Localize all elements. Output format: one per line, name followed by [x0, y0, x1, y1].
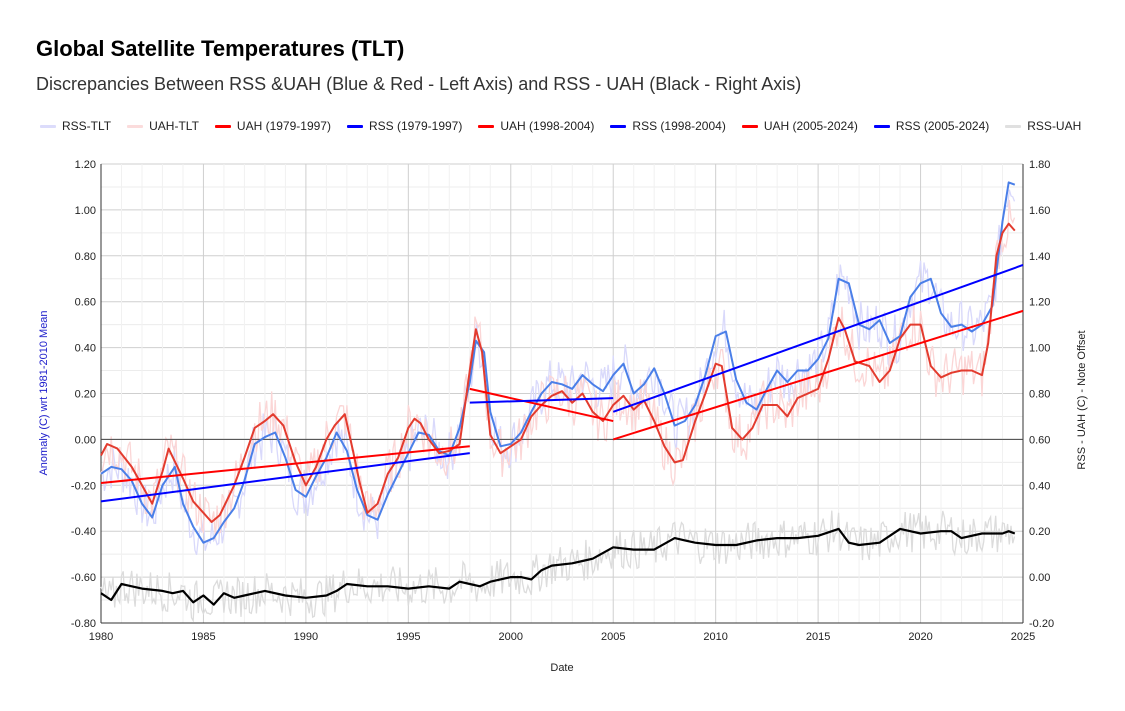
- x-axis-ticks: 1980 1985 1990 1995 2000 2005 2010 2015 2020 2025: [89, 631, 1035, 643]
- y-tick-label: -0.80: [71, 618, 96, 630]
- x-tick-label: 1985: [191, 631, 215, 643]
- y2-tick-label: 0.60: [1029, 434, 1050, 446]
- x-tick-label: 1990: [294, 631, 318, 643]
- y2-tick-label: 1.80: [1029, 159, 1050, 171]
- x-tick-label: 2000: [499, 631, 523, 643]
- x-tick-label: 2010: [703, 631, 727, 643]
- y2-tick-label: 0.00: [1029, 572, 1050, 584]
- x-axis-title: Date: [550, 662, 573, 674]
- right-axis-ticks: -0.20 0.00 0.20 0.40 0.60 0.80 1.00 1.20 1.40 1.6…: [1029, 159, 1054, 630]
- x-tick-label: 2005: [601, 631, 625, 643]
- x-tick-label: 1980: [89, 631, 113, 643]
- y-tick-label: -0.40: [71, 526, 96, 538]
- y-tick-label: 0.40: [75, 343, 96, 355]
- y-tick-label: 0.00: [75, 434, 96, 446]
- y-tick-label: -0.20: [71, 480, 96, 492]
- x-tick-label: 2015: [806, 631, 830, 643]
- y2-tick-label: 1.20: [1029, 297, 1050, 309]
- y2-tick-label: 1.00: [1029, 343, 1050, 355]
- y2-tick-label: 0.80: [1029, 389, 1050, 401]
- x-tick-label: 2025: [1011, 631, 1035, 643]
- x-tick-label: 2020: [908, 631, 932, 643]
- y2-axis-title: RSS - UAH (C) - Note Offset: [1076, 330, 1088, 469]
- chart-plot: -0.80 -0.60 -0.40 -0.20 0.00 0.20 0.40 0.60 0.80…: [0, 0, 1125, 711]
- y2-tick-label: 0.40: [1029, 480, 1050, 492]
- y2-tick-label: -0.20: [1029, 618, 1054, 630]
- y-tick-label: 0.80: [75, 251, 96, 263]
- y-axis-title: Anomaly (C) wrt 1981-2010 Mean: [38, 310, 50, 475]
- y2-tick-label: 0.20: [1029, 526, 1050, 538]
- y-tick-label: -0.60: [71, 572, 96, 584]
- series-line: [101, 529, 1015, 605]
- y-tick-label: 1.20: [75, 159, 96, 171]
- y-tick-label: 1.00: [75, 205, 96, 217]
- y2-tick-label: 1.60: [1029, 205, 1050, 217]
- raw-noise-lines: [101, 190, 1015, 621]
- y-tick-label: 0.60: [75, 297, 96, 309]
- y2-tick-label: 1.40: [1029, 251, 1050, 263]
- y-tick-label: 0.20: [75, 389, 96, 401]
- grid-lines: [101, 164, 1023, 623]
- x-tick-label: 1995: [396, 631, 420, 643]
- series-line: [101, 182, 1015, 542]
- left-axis-ticks: -0.80 -0.60 -0.40 -0.20 0.00 0.20 0.40 0.60 0.80…: [71, 159, 96, 630]
